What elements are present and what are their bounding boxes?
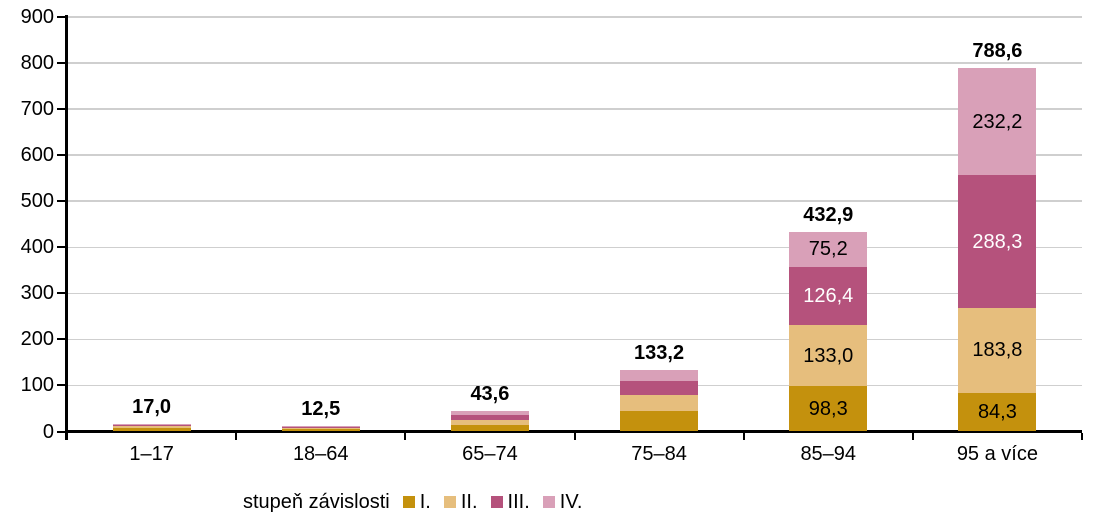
bar-segment-III-6 [958,175,1037,308]
y-axis-tick [57,16,67,18]
legend-swatch-icon [490,496,503,508]
bar-segment-I-5 [789,386,868,432]
y-axis-tick-label: 600 [20,144,54,167]
x-axis-tick [573,432,576,440]
y-axis-tick [57,154,67,157]
legend-item-I: I. [402,490,431,514]
bar-segment-III-1 [112,424,191,427]
legend-item-label: IV. [559,490,583,513]
bar-segment-I-6 [958,392,1037,432]
y-axis-tick [57,62,67,65]
x-axis-category-label: 18–64 [292,442,349,465]
bar-segment-II-4 [620,395,699,412]
segment-value-label: 126,4 [803,284,854,307]
x-axis-tick [1081,432,1083,440]
bar-segment-II-2 [281,427,360,429]
segment-value-label: 183,8 [972,339,1023,362]
bar-total-label: 788,6 [972,40,1023,63]
y-axis-line [65,15,68,440]
gridline [67,16,1082,18]
legend-item-III: III. [490,490,530,514]
segment-value-label: 232,2 [972,110,1023,133]
gridline [67,200,1082,202]
y-axis-tick [57,292,67,295]
bar-total-label: 17,0 [132,395,172,418]
bar-segment-II-3 [450,419,529,426]
bar-total-label: 12,5 [301,397,341,420]
x-axis-category-label: 65–74 [462,442,518,465]
gridline [67,246,1082,249]
y-axis-tick-label: 700 [20,98,54,121]
bar-segment-IV-6 [958,68,1037,176]
y-axis-tick [57,108,67,111]
legend-item-IV: IV. [542,490,583,514]
gridline [67,62,1082,64]
y-axis-tick [57,246,67,249]
bar-segment-IV-1 [112,423,191,425]
segment-value-label: 133,0 [803,344,854,367]
legend: stupeň závislosti I. II. III. IV. [243,490,582,514]
y-axis-tick [57,430,67,433]
x-axis-tick [404,432,407,440]
x-axis-tick [235,432,238,440]
bar-segment-IV-4 [620,370,699,381]
bar-segment-III-2 [281,426,360,428]
bar-segment-I-4 [620,411,699,432]
y-axis-tick-label: 100 [20,374,54,397]
y-axis-tick-label: 900 [20,6,54,28]
bar-segment-I-3 [450,425,529,432]
gridline [67,292,1082,295]
gridline [67,154,1082,156]
legend-items: I. II. III. IV. [402,490,583,514]
bar-segment-II-5 [789,324,868,387]
x-axis-tick [742,432,745,440]
bar-segment-IV-5 [789,232,868,267]
segment-value-label: 84,3 [977,401,1017,424]
y-axis-tick [57,338,67,341]
legend-swatch-icon [402,496,415,508]
legend-swatch-icon [542,496,555,508]
x-axis-category-label: 75–84 [631,442,687,465]
legend-swatch-icon [443,496,456,508]
bar-total-label: 133,2 [634,342,685,365]
y-axis-tick-label: 0 [42,420,54,443]
y-axis-tick-label: 800 [20,52,54,75]
segment-value-label: 98,3 [808,397,848,420]
x-axis-category-label: 1–17 [129,442,174,465]
y-axis-tick [57,384,67,387]
y-axis-tick-label: 500 [20,190,54,213]
y-axis-tick [57,200,67,203]
segment-value-label: 288,3 [972,230,1023,253]
bar-total-label: 43,6 [470,383,510,406]
bar-segment-III-3 [450,415,529,420]
x-axis-category-label: 95 a více [956,442,1038,465]
x-axis-tick [911,432,914,440]
legend-item-label: II. [460,490,478,513]
legend-item-II: II. [443,490,478,514]
bar-segment-II-6 [958,308,1037,393]
gridline [67,108,1082,110]
legend-title: stupeň závislosti [243,490,390,513]
bar-segment-I-2 [281,428,360,432]
segment-value-label: 75,2 [808,238,848,261]
bar-segment-III-5 [789,266,868,325]
gridline [67,338,1082,341]
bar-segment-I-1 [112,428,191,432]
y-axis-tick-label: 400 [20,236,54,259]
legend-item-label: I. [419,490,431,513]
bar-segment-IV-3 [450,411,529,416]
y-axis-tick-label: 200 [20,328,54,351]
bar-segment-IV-2 [281,425,360,427]
x-axis-line [65,430,1082,433]
y-axis-tick-label: 300 [20,282,54,305]
gridline [67,384,1082,387]
x-axis-tick [66,432,68,440]
legend-item-label: III. [507,490,530,513]
bar-segment-II-1 [112,426,191,429]
x-axis-category-label: 85–94 [800,442,857,465]
bar-total-label: 432,9 [803,204,854,227]
bar-segment-III-4 [620,380,699,396]
